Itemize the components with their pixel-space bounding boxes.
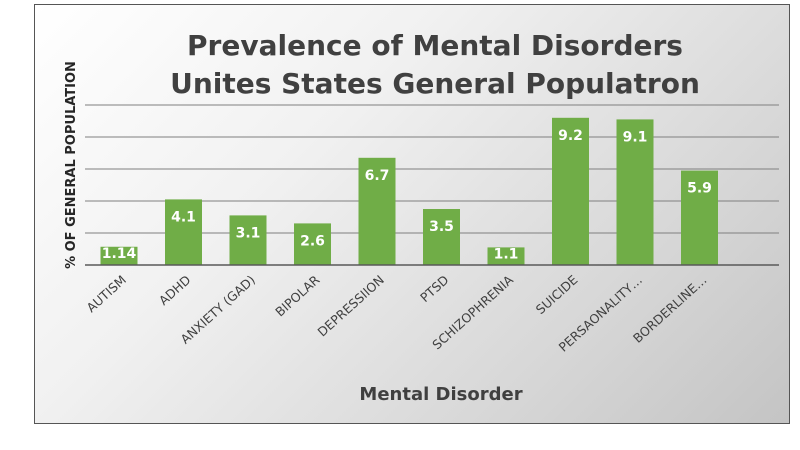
bar — [100, 246, 138, 265]
x-tick-label: DEPRESSIION — [314, 272, 387, 339]
bar — [423, 209, 460, 265]
bar — [616, 119, 654, 266]
chart-title: Prevalence of Mental Disorders — [187, 29, 683, 62]
data-labels: 1.14 4.1 3.1 2.6 6.7 3.5 1.1 9.2 9.1 5.9 — [102, 128, 712, 263]
chart-subtitle: Unites States General Populatron — [170, 67, 700, 100]
data-label: 2.6 — [300, 233, 325, 249]
data-label: 9.2 — [558, 128, 583, 144]
bars — [100, 117, 718, 266]
data-label: 3.5 — [429, 219, 454, 235]
chart-frame: Prevalence of Mental Disorders Unites St… — [34, 4, 790, 424]
x-axis-title: Mental Disorder — [359, 384, 522, 405]
x-tick-label: SUICIDE — [533, 272, 581, 317]
bar — [229, 215, 267, 265]
bar — [358, 157, 396, 265]
data-label: 3.1 — [236, 225, 261, 241]
data-label: 9.1 — [623, 129, 648, 145]
data-label: 4.1 — [171, 209, 196, 225]
bar — [294, 223, 331, 265]
data-label: 1.14 — [102, 246, 137, 262]
x-tick-label: BIPOLAR — [272, 272, 322, 320]
bar — [487, 247, 525, 265]
data-label: 6.7 — [365, 168, 390, 184]
y-axis-title: % OF GENERAL POPULATION — [64, 61, 79, 269]
bar-chart: Prevalence of Mental Disorders Unites St… — [64, 29, 779, 405]
bar — [165, 199, 202, 265]
x-tick-label: ADHD — [156, 272, 194, 308]
data-label: 5.9 — [687, 181, 712, 197]
x-tick-label: AUTISM — [83, 272, 129, 315]
x-tick-label: PTSD — [417, 272, 451, 305]
bar — [552, 117, 589, 265]
data-label: 1.1 — [494, 246, 519, 262]
bar — [681, 170, 718, 265]
